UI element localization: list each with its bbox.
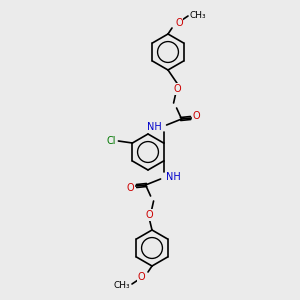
- Text: O: O: [175, 18, 183, 28]
- Text: CH₃: CH₃: [113, 280, 130, 290]
- Text: Cl: Cl: [107, 136, 116, 146]
- Text: O: O: [146, 210, 153, 220]
- Text: NH: NH: [166, 172, 180, 182]
- Text: NH: NH: [147, 122, 162, 132]
- Text: O: O: [174, 84, 182, 94]
- Text: CH₃: CH₃: [190, 11, 207, 20]
- Text: O: O: [193, 111, 200, 121]
- Text: O: O: [137, 272, 145, 282]
- Text: O: O: [127, 183, 134, 193]
